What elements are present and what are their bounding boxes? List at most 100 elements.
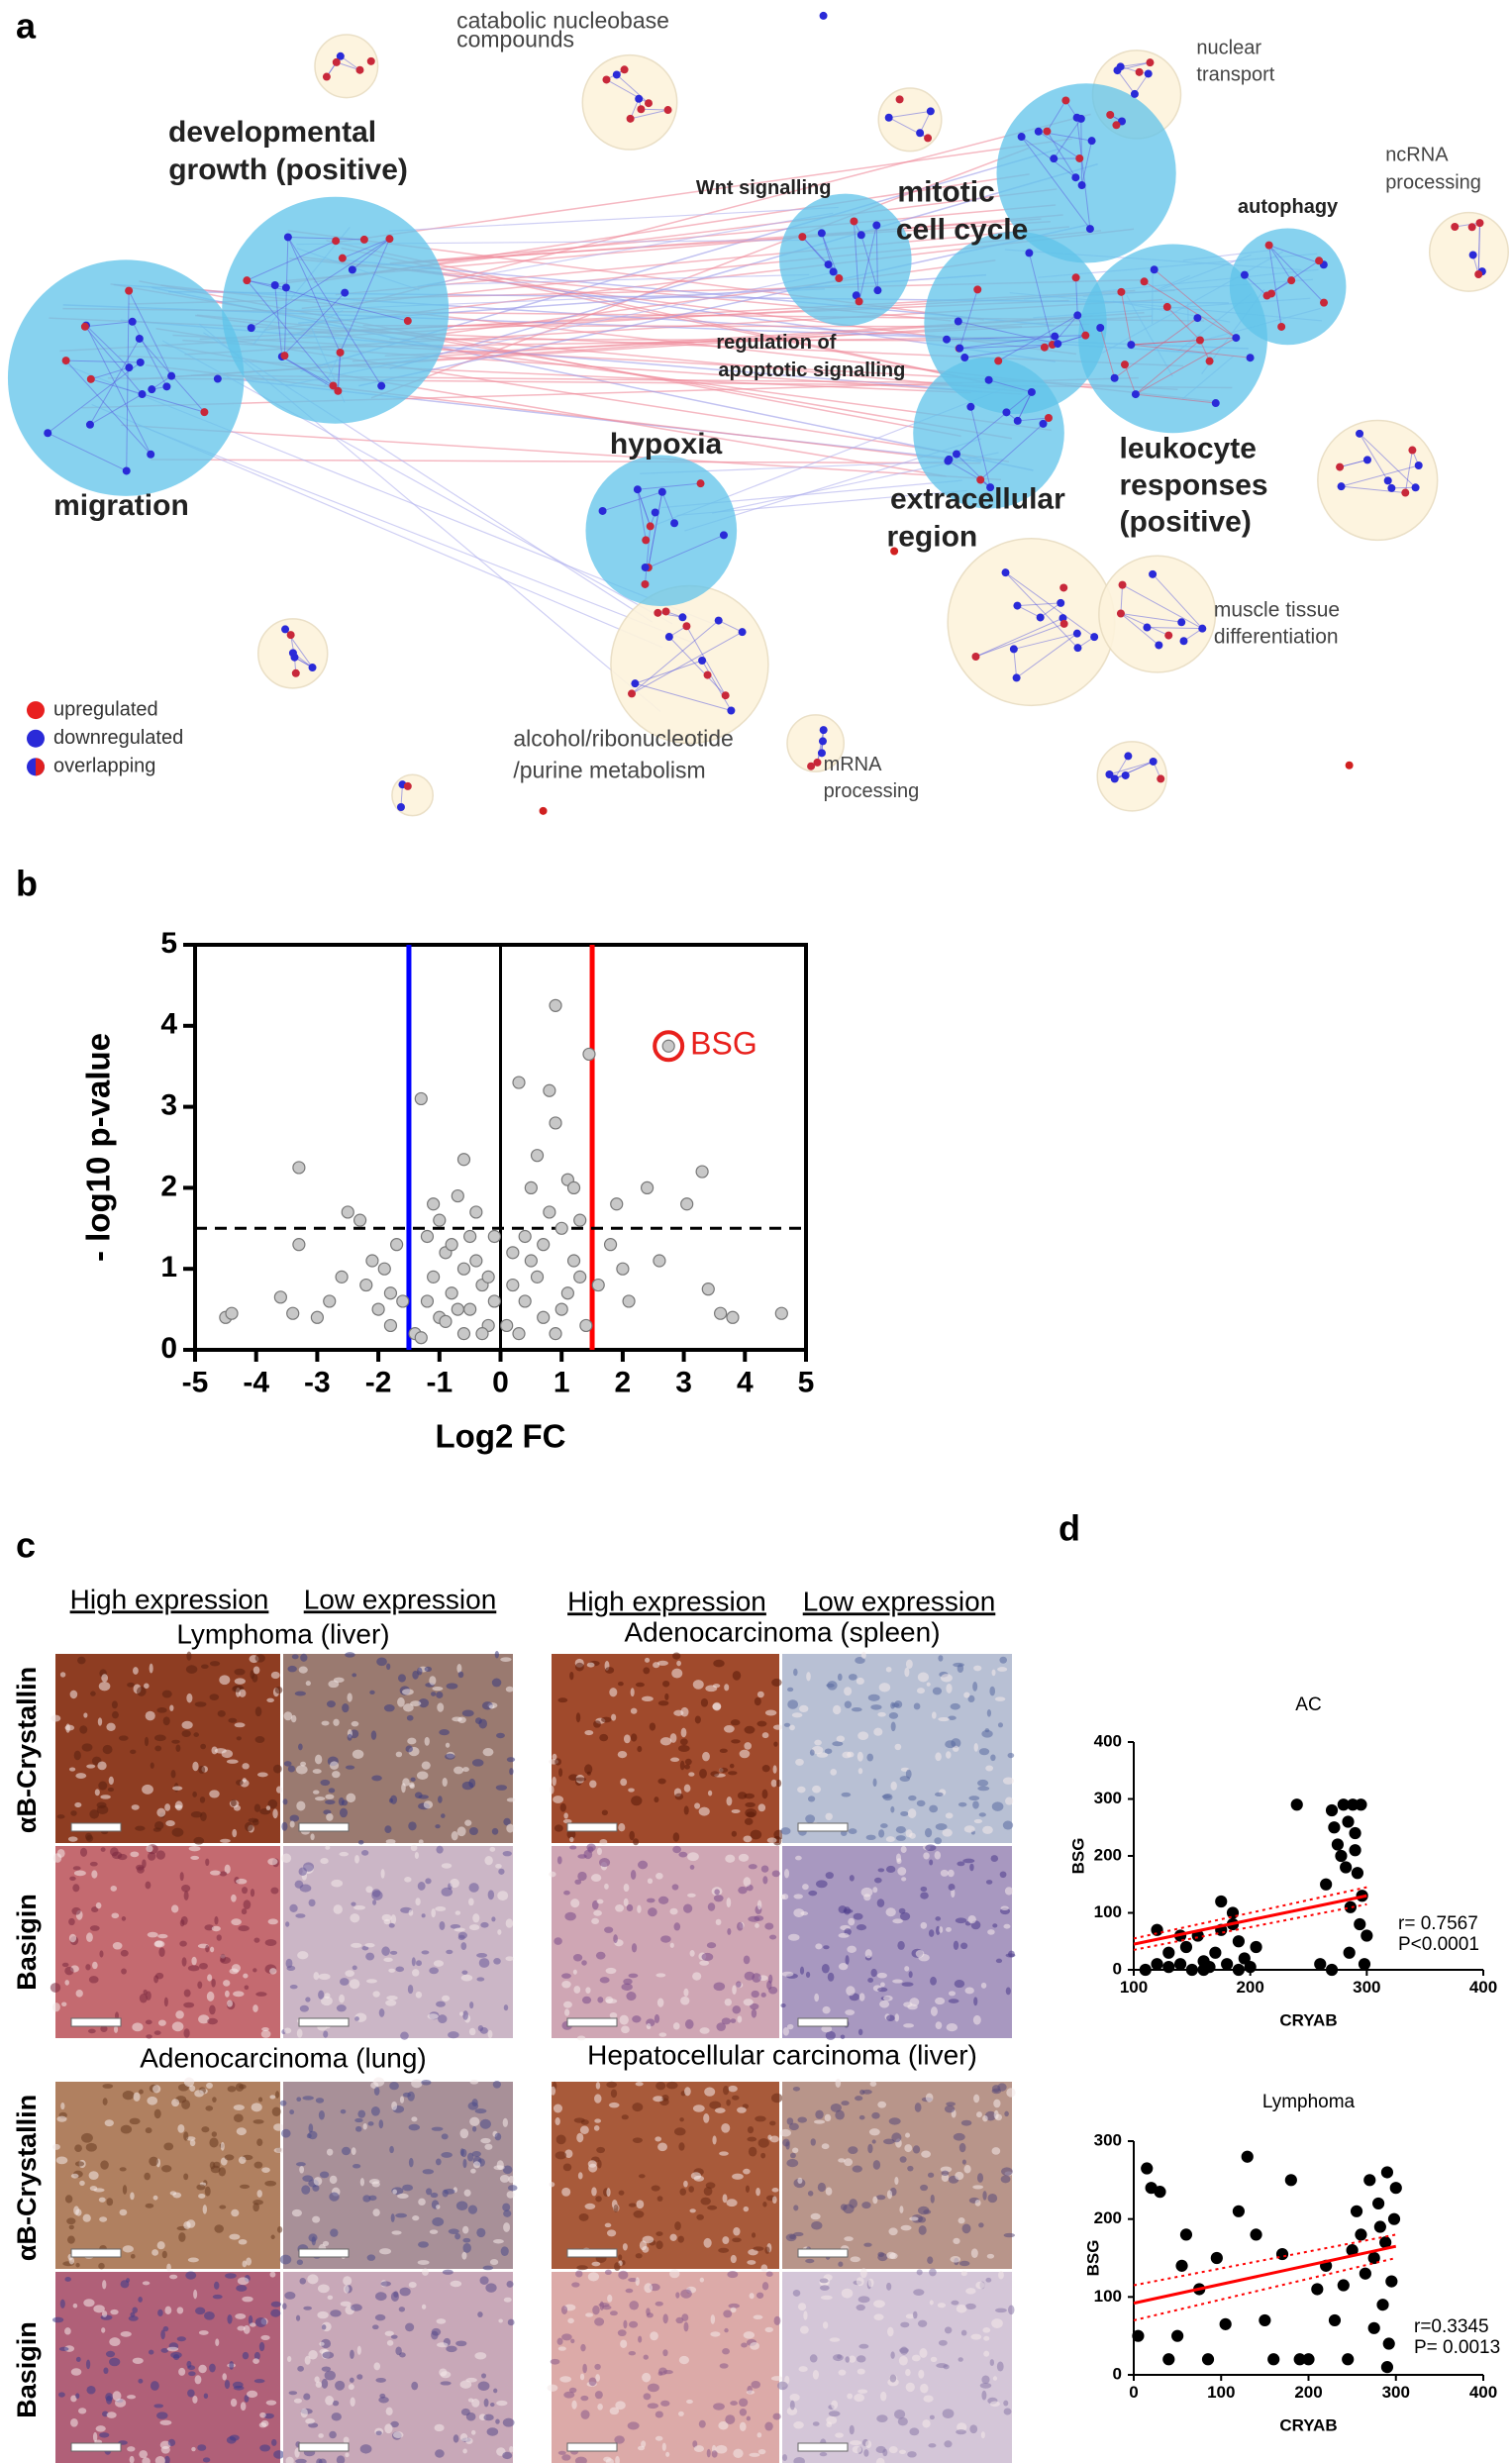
ihc-texture: [199, 1796, 206, 1803]
ihc-texture: [205, 2105, 214, 2111]
network-label: cell cycle: [896, 213, 1028, 246]
ihc-texture: [856, 1677, 864, 1686]
ihc-texture: [557, 1697, 568, 1703]
ihc-texture: [721, 2122, 731, 2133]
ihc-texture: [493, 2165, 505, 2171]
ihc-texture: [901, 1877, 907, 1882]
ihc-texture: [441, 1813, 446, 1818]
ihc-texture: [297, 1951, 309, 1960]
ihc-texture: [467, 2205, 478, 2214]
cluster-minor: [1098, 555, 1217, 673]
ihc-texture: [786, 2117, 794, 2125]
ihc-texture: [201, 2126, 210, 2133]
ihc-texture: [1002, 1820, 1014, 1830]
ihc-texture: [917, 2216, 927, 2223]
ihc-texture: [181, 1720, 193, 1729]
ihc-texture: [230, 2398, 238, 2408]
ihc-texture: [754, 1696, 761, 1706]
data-point: [560, 1286, 574, 1300]
data-point: [500, 1318, 514, 1333]
ihc-texture: [848, 2146, 858, 2154]
x-tick-label: 100: [1207, 2383, 1235, 2402]
ihc-texture: [442, 1995, 451, 2001]
ihc-texture: [233, 2113, 244, 2122]
ihc-texture: [1002, 1777, 1015, 1785]
ihc-texture: [923, 1852, 930, 1860]
ihc-texture: [618, 1823, 626, 1832]
network-edge: [1040, 602, 1061, 618]
network-edge: [1154, 268, 1237, 339]
ihc-texture: [122, 2185, 128, 2195]
ihc-texture: [75, 2393, 80, 2400]
network-edge: [648, 491, 663, 568]
ihc-texture: [163, 1997, 168, 2007]
network-node: [125, 363, 134, 372]
ihc-texture: [239, 2084, 247, 2090]
ihc-texture: [298, 1666, 308, 1674]
ihc-texture: [115, 2398, 127, 2408]
network-node: [1073, 644, 1082, 653]
network-edge: [281, 356, 334, 386]
ihc-texture: [730, 2401, 738, 2407]
ihc-texture: [425, 1878, 432, 1885]
ihc-texture: [755, 2115, 766, 2122]
ihc-texture: [795, 1758, 804, 1766]
ihc-texture: [497, 1891, 509, 1901]
ihc-texture: [209, 1693, 220, 1701]
ihc-texture: [74, 1801, 82, 1808]
ihc-texture: [175, 1744, 181, 1753]
ihc-texture: [711, 2450, 718, 2458]
ihc-texture: [594, 2118, 602, 2123]
data-point: [695, 1165, 709, 1179]
data-point: [1320, 1878, 1333, 1891]
ihc-texture: [323, 2030, 329, 2038]
ihc-texture: [957, 1861, 965, 1867]
ihc-texture: [761, 1765, 770, 1773]
ihc-texture: [72, 1884, 80, 1893]
ihc-texture: [916, 1799, 926, 1807]
network-label: compounds: [456, 26, 574, 51]
ihc-texture: [882, 2448, 888, 2457]
ihc-texture: [242, 1763, 250, 1770]
ihc-texture: [848, 1828, 857, 1835]
ihc-texture: [993, 2099, 1001, 2108]
ihc-texture: [554, 2117, 560, 2125]
ihc-texture: [85, 1964, 91, 1971]
ihc-texture: [770, 2376, 783, 2382]
ihc-texture: [904, 2144, 913, 2153]
ihc-texture: [719, 1748, 728, 1754]
highlight-label: BSG: [690, 1026, 757, 1062]
ihc-texture: [954, 1980, 965, 1989]
ihc-texture: [678, 2355, 689, 2365]
ihc-texture: [655, 2411, 663, 2418]
ihc-texture: [178, 2367, 186, 2376]
network-node: [817, 229, 826, 238]
ihc-texture: [665, 2081, 678, 2090]
ihc-texture: [380, 1869, 385, 1879]
y-tick-label: 0: [1113, 1959, 1122, 1978]
ihc-texture: [411, 2116, 418, 2122]
network-edge: [637, 489, 647, 541]
ihc-texture: [780, 1827, 791, 1835]
network-node: [646, 522, 655, 531]
ihc-texture: [462, 2237, 471, 2243]
ihc-texture: [119, 2208, 128, 2216]
ihc-texture: [968, 1796, 980, 1801]
ihc-texture: [229, 2434, 240, 2441]
network-edge: [947, 335, 1086, 341]
network-node: [1013, 601, 1022, 610]
network-node: [1039, 419, 1048, 428]
ihc-texture: [737, 2015, 743, 2023]
ihc-texture: [995, 1958, 1003, 1964]
ihc-texture: [384, 2423, 393, 2434]
ihc-texture: [186, 2360, 192, 2368]
ihc-texture: [70, 2368, 82, 2376]
ihc-texture: [258, 2341, 265, 2352]
ihc-texture: [461, 2251, 467, 2260]
network-node: [1211, 399, 1220, 408]
ihc-texture: [487, 2029, 493, 2039]
ihc-texture: [74, 2161, 85, 2167]
ihc-texture: [192, 1761, 199, 1772]
ihc-texture: [190, 1811, 203, 1818]
ihc-texture: [608, 2102, 620, 2108]
